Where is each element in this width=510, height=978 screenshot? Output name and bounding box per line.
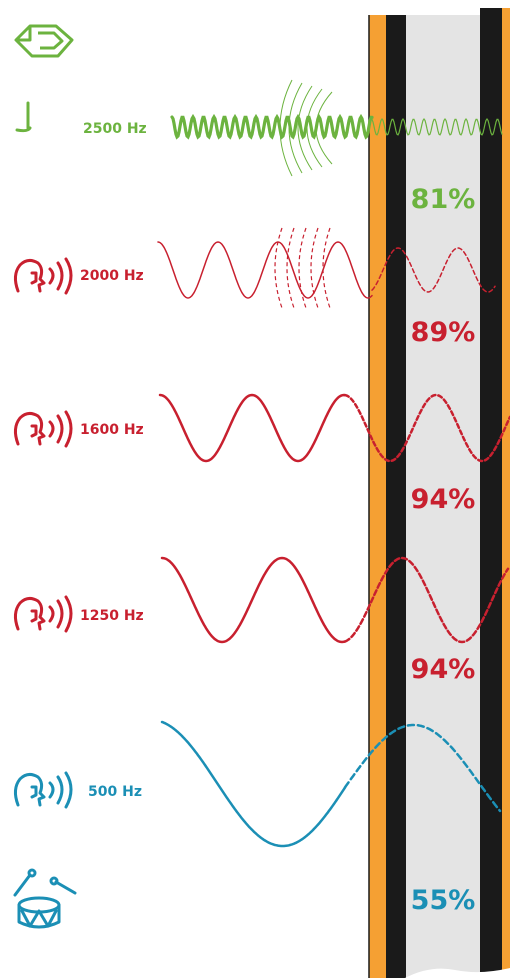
wave-2500-transmitted — [371, 117, 503, 136]
wall-orange-left — [369, 15, 386, 978]
freq-label-1600: 1600 Hz — [80, 422, 144, 438]
vibration-arc-red — [322, 227, 331, 309]
vibration-arc-green — [297, 85, 313, 171]
freq-label-2000: 2000 Hz — [80, 268, 144, 284]
speaking-head-icon — [13, 595, 73, 633]
speaking-head-icon — [13, 257, 73, 295]
speaking-head-icon — [13, 771, 73, 809]
percent-1250: 94% — [411, 654, 476, 685]
vibration-arc-green — [288, 82, 303, 174]
freq-label-2500: 2500 Hz — [83, 121, 147, 137]
wave-500-transmitted — [343, 723, 502, 813]
vibration-arc-green — [306, 88, 323, 168]
wall-black-left — [386, 15, 406, 978]
percent-500: 55% — [411, 885, 476, 916]
wall-bottom-rim — [405, 968, 510, 978]
vibration-arc-red — [298, 227, 307, 309]
drum-icon — [13, 868, 77, 929]
wave-1600-transmitted — [343, 393, 510, 463]
wave-1600-incident — [158, 393, 347, 463]
wave-1250-transmitted — [343, 556, 510, 644]
freq-label-500: 500 Hz — [88, 784, 142, 800]
note-icon — [15, 101, 32, 133]
whistle-icon — [14, 24, 74, 58]
percent-2000: 89% — [411, 317, 476, 348]
wall-black-right — [480, 8, 502, 978]
sound-waves — [157, 79, 510, 848]
wave-500-incident — [160, 720, 347, 848]
wall-orange-right — [502, 8, 510, 978]
wave-2000-incident — [157, 241, 373, 299]
vibration-arc-green — [279, 79, 293, 177]
wave-2000-transmitted — [371, 247, 496, 293]
wave-2500-incident — [170, 113, 374, 140]
vibration-arc-red — [286, 227, 295, 309]
vibration-arc-green — [315, 91, 333, 165]
wave-1250-incident — [160, 556, 347, 644]
wall-gray-core — [405, 15, 500, 978]
percent-1600: 94% — [411, 484, 476, 515]
vibration-arc-red — [274, 227, 283, 309]
percent-2500: 81% — [411, 184, 476, 215]
wall-cross-section — [368, 0, 510, 978]
speaking-head-icon — [13, 410, 73, 448]
freq-label-1250: 1250 Hz — [80, 608, 144, 624]
vibration-arc-red — [310, 227, 319, 309]
